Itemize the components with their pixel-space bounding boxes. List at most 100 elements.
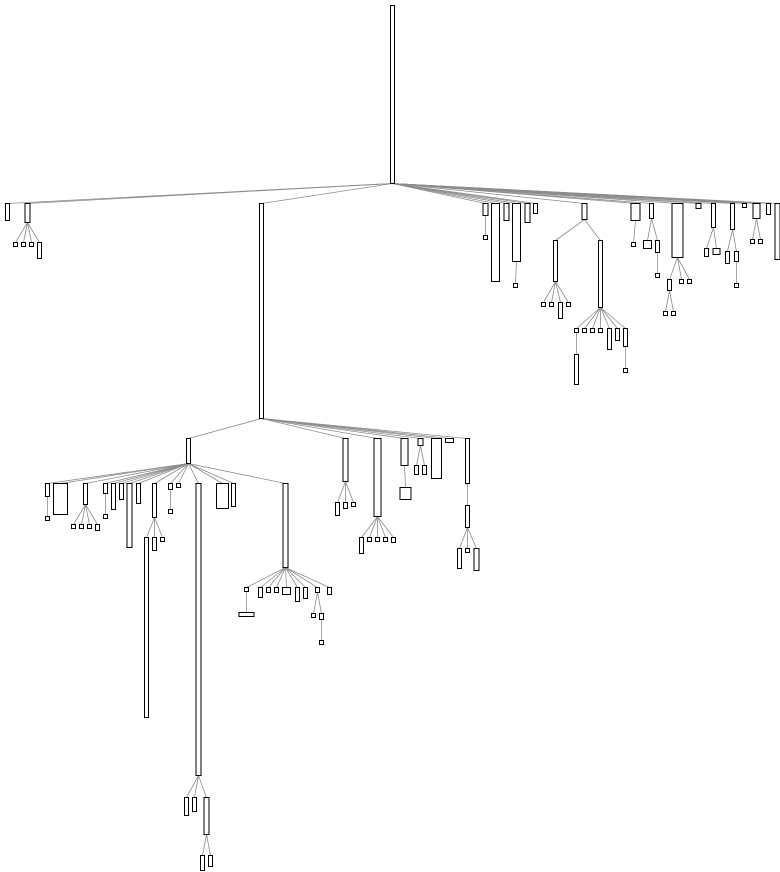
tree-edge	[756, 218, 761, 240]
tree-node	[512, 203, 521, 262]
tree-edge	[260, 567, 286, 588]
tree-edge	[459, 527, 468, 549]
tree-node	[95, 524, 100, 531]
tree-node	[24, 203, 31, 223]
tree-edge	[600, 307, 610, 329]
tree-node	[303, 587, 308, 599]
tree-node	[144, 537, 149, 718]
tree-node	[503, 203, 510, 221]
tree-node	[590, 328, 595, 333]
tree-edge	[651, 218, 658, 241]
tree-node	[582, 328, 587, 333]
tree-edge	[404, 465, 406, 488]
tree-edge	[27, 222, 40, 243]
tree-node	[730, 203, 735, 230]
tree-edge	[633, 220, 636, 243]
tree-node	[598, 240, 603, 308]
tree-node	[513, 283, 518, 288]
tree-node	[186, 438, 191, 464]
tree-edge	[27, 222, 32, 243]
tree-node	[282, 483, 289, 568]
tree-node	[414, 465, 419, 475]
tree-node	[712, 248, 721, 255]
tree-node	[168, 483, 173, 490]
tree-node	[695, 203, 702, 209]
tree-edge	[727, 229, 733, 252]
tree-edge	[515, 261, 517, 284]
tree-edge	[551, 281, 556, 303]
tree-node	[541, 302, 546, 307]
tree-edge	[276, 567, 286, 588]
tree-node	[216, 483, 229, 509]
tree-root-node	[390, 5, 395, 184]
tree-edge	[261, 418, 346, 439]
tree-node	[13, 242, 18, 247]
tree-node	[244, 587, 249, 592]
tree-node	[342, 438, 349, 482]
tree-node	[200, 855, 205, 871]
tree-node	[750, 239, 755, 244]
tree-node	[295, 587, 300, 602]
tree-edge	[81, 504, 86, 525]
tree-edge	[592, 307, 601, 329]
tree-node	[533, 203, 538, 214]
tree-node	[549, 302, 554, 307]
tree-node	[327, 587, 332, 595]
tree-node	[558, 302, 563, 319]
tree-node	[53, 483, 68, 515]
tree-node	[752, 203, 761, 219]
tree-edge	[170, 463, 189, 484]
tree-edge	[285, 567, 287, 588]
tree-node	[623, 328, 628, 347]
tree-node	[667, 279, 672, 291]
tree-node	[136, 483, 141, 504]
tree-node	[45, 516, 50, 521]
tree-node	[343, 502, 348, 509]
tree-edge	[706, 227, 714, 249]
tree-node	[103, 514, 108, 519]
tree-node	[566, 302, 571, 307]
tree-edge	[261, 418, 468, 439]
tree-edge	[121, 463, 189, 484]
tree-edge	[60, 463, 189, 484]
tree-node	[351, 502, 356, 507]
tree-node	[238, 612, 255, 617]
tree-edge	[669, 257, 678, 280]
tree-node	[491, 203, 500, 282]
tree-edge	[576, 307, 601, 329]
tree-edge	[15, 222, 28, 243]
tree-node	[704, 248, 709, 257]
tree-edge	[188, 463, 223, 484]
tree-node	[37, 242, 42, 259]
tree-edge	[669, 290, 674, 312]
tree-node	[29, 242, 34, 247]
tree-node	[725, 251, 730, 264]
tree-edge	[146, 517, 155, 538]
tree-node	[184, 797, 189, 816]
tree-edge	[188, 463, 234, 484]
tree-edge	[732, 229, 737, 252]
tree-node	[655, 240, 660, 253]
tree-edge	[285, 567, 298, 588]
tree-node	[679, 279, 684, 284]
tree-edge	[285, 567, 306, 588]
tree-edge	[285, 567, 330, 588]
tree-edge	[129, 463, 189, 484]
tree-node	[399, 487, 412, 500]
tree-node	[630, 203, 641, 221]
tree-edge	[752, 218, 757, 240]
tree-node	[119, 483, 124, 500]
tree-edge	[600, 307, 618, 329]
tree-node	[315, 587, 320, 593]
tree-edge	[188, 463, 286, 484]
tree-node	[574, 328, 579, 333]
tree-node	[79, 524, 84, 529]
tree-node	[168, 509, 173, 514]
tree-node	[465, 548, 470, 553]
tree-node	[581, 203, 588, 220]
tree-node	[152, 483, 157, 518]
tree-edge	[154, 463, 189, 484]
tree-node	[734, 251, 739, 262]
tree-node	[711, 203, 716, 228]
